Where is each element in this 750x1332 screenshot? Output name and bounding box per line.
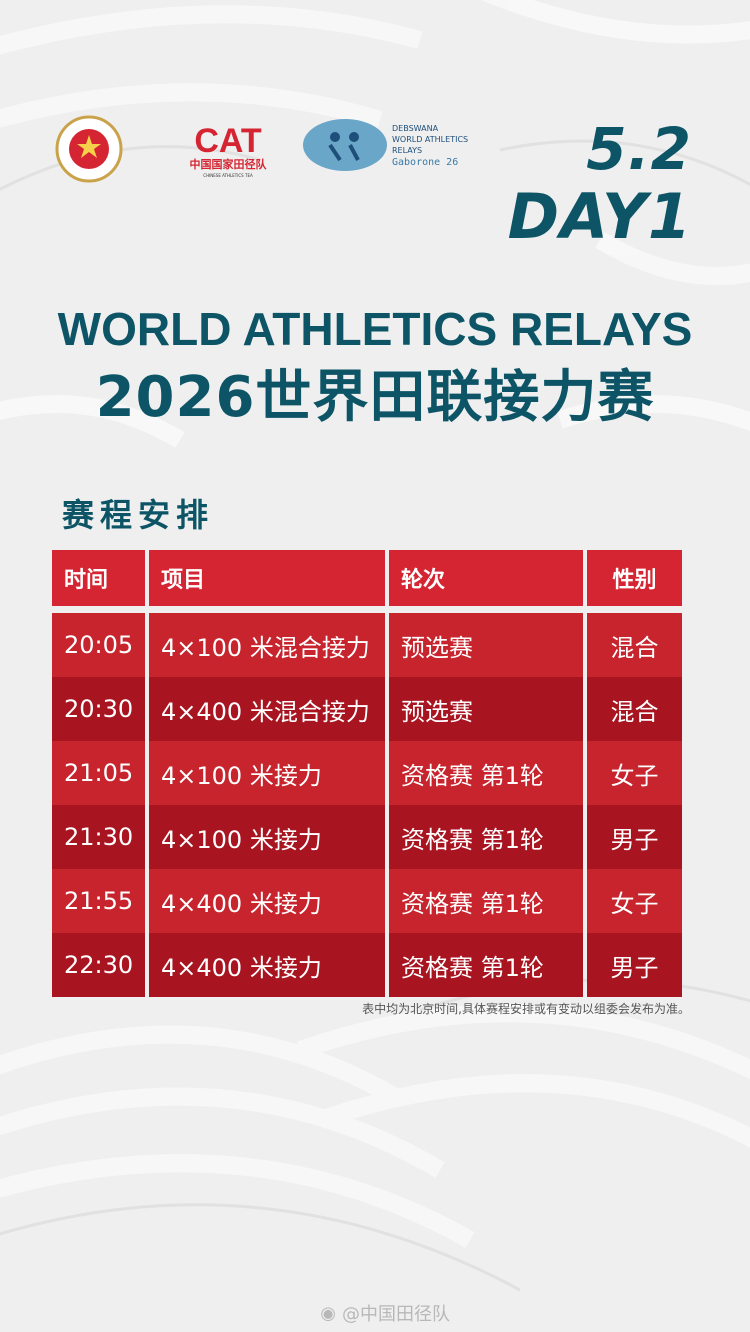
world-relays-logo-icon: DEBSWANA WORLD ATHLETICS RELAYS Gaborone… xyxy=(303,119,468,171)
cell-round: 资格赛 第1轮 xyxy=(389,933,583,997)
cell-event: 4×400 米接力 xyxy=(149,869,385,933)
relays-line4: Gaborone 26 xyxy=(392,157,458,168)
caa-emblem-icon xyxy=(55,115,123,183)
cat-name-cn: 中国国家田径队 xyxy=(190,157,268,171)
cell-round: 资格赛 第1轮 xyxy=(389,805,583,869)
schedule-note: 表中均为北京时间,具体赛程安排或有变动以组委会发布为准。 xyxy=(362,1002,690,1016)
page-title-en: WORLD ATHLETICS RELAYS xyxy=(57,303,693,355)
cell-event: 4×400 米混合接力 xyxy=(149,677,385,741)
cell-time: 22:30 xyxy=(52,933,145,997)
cell-gender: 女子 xyxy=(587,869,682,933)
cell-gender: 混合 xyxy=(587,677,682,741)
table-row: 21:05 4×100 米接力 资格赛 第1轮 女子 xyxy=(52,741,682,805)
cell-event: 4×100 米混合接力 xyxy=(149,613,385,677)
cell-time: 20:05 xyxy=(52,613,145,677)
header-event: 项目 xyxy=(149,550,385,606)
schedule-section-title: 赛程安排 xyxy=(62,496,215,534)
cell-gender: 男子 xyxy=(587,933,682,997)
weibo-watermark: ◉ @中国田径队 xyxy=(320,1300,450,1326)
table-row: 21:55 4×400 米接力 资格赛 第1轮 女子 xyxy=(52,869,682,933)
table-header-row: 时间 项目 轮次 性别 xyxy=(52,550,682,606)
cat-mark-text: CAT xyxy=(194,122,262,160)
cell-gender: 男子 xyxy=(587,805,682,869)
cell-gender: 女子 xyxy=(587,741,682,805)
cell-event: 4×400 米接力 xyxy=(149,933,385,997)
day-date: 5.2 xyxy=(586,115,692,183)
table-row: 21:30 4×100 米接力 资格赛 第1轮 男子 xyxy=(52,805,682,869)
day-badge: 5.2 DAY1 xyxy=(508,120,692,248)
relays-line2: WORLD ATHLETICS xyxy=(392,135,468,144)
cell-gender: 混合 xyxy=(587,613,682,677)
header-round: 轮次 xyxy=(389,550,583,606)
cell-round: 预选赛 xyxy=(389,677,583,741)
header-time: 时间 xyxy=(52,550,145,606)
cell-round: 资格赛 第1轮 xyxy=(389,741,583,805)
cell-round: 资格赛 第1轮 xyxy=(389,869,583,933)
table-row: 22:30 4×400 米接力 资格赛 第1轮 男子 xyxy=(52,933,682,997)
cell-time: 21:55 xyxy=(52,869,145,933)
cell-round: 预选赛 xyxy=(389,613,583,677)
table-row: 20:05 4×100 米混合接力 预选赛 混合 xyxy=(52,613,682,677)
page-title-cn: 2026世界田联接力赛 xyxy=(95,365,655,430)
cell-event: 4×100 米接力 xyxy=(149,805,385,869)
cell-time: 20:30 xyxy=(52,677,145,741)
cell-event: 4×100 米接力 xyxy=(149,741,385,805)
schedule-table: 时间 项目 轮次 性别 20:05 4×100 米混合接力 预选赛 混合 20:… xyxy=(52,550,682,997)
table-row: 20:30 4×400 米混合接力 预选赛 混合 xyxy=(52,677,682,741)
cell-time: 21:30 xyxy=(52,805,145,869)
day-label: DAY1 xyxy=(507,180,692,253)
cat-name-en: CHINESE ATHLETICS TEA xyxy=(203,173,253,178)
relays-line3: RELAYS xyxy=(392,146,422,155)
cell-time: 21:05 xyxy=(52,741,145,805)
cat-logo-icon: CAT 中国国家田径队 CHINESE ATHLETICS TEA xyxy=(190,122,268,178)
header-gender: 性别 xyxy=(587,550,682,606)
relays-line1: DEBSWANA xyxy=(392,124,439,133)
weibo-icon: ◉ xyxy=(320,1302,336,1324)
watermark-text: @中国田径队 xyxy=(342,1304,450,1325)
